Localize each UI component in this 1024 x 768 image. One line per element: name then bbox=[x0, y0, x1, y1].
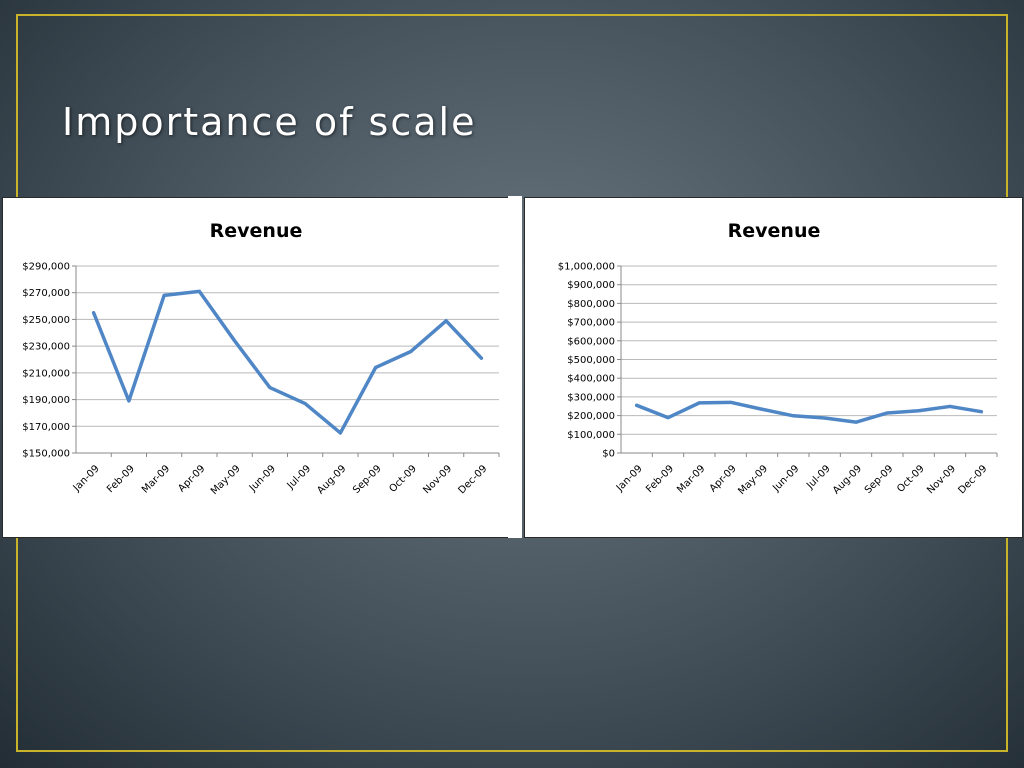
data-point bbox=[760, 407, 764, 411]
y-tick-label: $600,000 bbox=[567, 336, 615, 347]
x-tick-label: May-09 bbox=[736, 463, 770, 497]
chart-title: Revenue bbox=[728, 220, 821, 242]
data-point bbox=[479, 356, 483, 360]
data-point bbox=[948, 404, 952, 408]
x-tick-label: Jan-09 bbox=[71, 463, 102, 494]
x-tick-label: Oct-09 bbox=[895, 463, 927, 495]
data-point bbox=[666, 416, 670, 420]
y-tick-label: $100,000 bbox=[567, 430, 615, 441]
data-point bbox=[338, 431, 342, 435]
data-point bbox=[303, 402, 307, 406]
x-tick-label: Dec-09 bbox=[956, 463, 989, 496]
x-tick-label: Nov-09 bbox=[421, 463, 454, 496]
y-tick-label: $150,000 bbox=[22, 449, 70, 460]
x-tick-label: Aug-09 bbox=[831, 463, 864, 496]
chart-divider bbox=[508, 196, 522, 538]
revenue-chart-narrow-scale: Revenue $150,000 $170,000 $190,000 $210,000 $… bbox=[22, 220, 500, 497]
x-tick-label: Feb-09 bbox=[105, 463, 137, 495]
x-tick-label: Sep-09 bbox=[863, 463, 896, 496]
x-tick-label: Jul-09 bbox=[804, 463, 833, 492]
y-tick-label: $230,000 bbox=[22, 342, 70, 353]
y-tick-label: $0 bbox=[602, 449, 615, 460]
y-tick-label: $1,000,000 bbox=[558, 262, 615, 273]
y-tick-label: $700,000 bbox=[567, 318, 615, 329]
revenue-series-line bbox=[91, 289, 484, 435]
data-point bbox=[268, 386, 272, 390]
data-point bbox=[374, 366, 378, 370]
y-tick-label: $290,000 bbox=[22, 262, 70, 273]
y-tick-label: $250,000 bbox=[22, 315, 70, 326]
revenue-series-line bbox=[634, 400, 984, 424]
data-point bbox=[791, 414, 795, 418]
data-point bbox=[885, 411, 889, 415]
data-point bbox=[127, 399, 131, 403]
data-point bbox=[444, 319, 448, 323]
x-tick-label: Jul-09 bbox=[285, 463, 314, 492]
x-tick-label: Mar-09 bbox=[675, 463, 707, 495]
revenue-chart-full-scale: Revenue $0 $100,000 $200,000 $300,000 $400,00… bbox=[558, 220, 998, 497]
y-tick-label: $210,000 bbox=[22, 368, 70, 379]
y-tick-label: $900,000 bbox=[567, 280, 615, 291]
y-tick-label: $800,000 bbox=[567, 299, 615, 310]
x-tick-label: Apr-09 bbox=[176, 463, 207, 494]
slide-title: Importance of scale bbox=[62, 100, 477, 144]
x-tick-label: Aug-09 bbox=[315, 463, 348, 496]
y-tick-label: $300,000 bbox=[567, 392, 615, 403]
x-tick-label: Dec-09 bbox=[456, 463, 489, 496]
data-point bbox=[635, 403, 639, 407]
data-point bbox=[979, 410, 983, 414]
data-point bbox=[233, 339, 237, 343]
chart-title: Revenue bbox=[210, 220, 303, 242]
y-tick-label: $400,000 bbox=[567, 374, 615, 385]
x-tick-label: Nov-09 bbox=[925, 463, 958, 496]
data-point bbox=[197, 289, 201, 293]
y-tick-label: $190,000 bbox=[22, 395, 70, 406]
x-tick-label: Apr-09 bbox=[708, 463, 739, 494]
chart-right-panel: Revenue $0 $100,000 $200,000 $300,000 $400,00… bbox=[524, 197, 1023, 538]
data-point bbox=[917, 409, 921, 413]
x-tick-label: Jun-09 bbox=[247, 463, 278, 494]
data-point bbox=[92, 311, 96, 315]
y-tick-label: $200,000 bbox=[567, 411, 615, 422]
x-tick-label: Jan-09 bbox=[614, 463, 645, 494]
data-point bbox=[854, 420, 858, 424]
x-tick-label: Jun-09 bbox=[770, 463, 801, 494]
x-tick-label: Oct-09 bbox=[387, 463, 419, 495]
y-tick-label: $170,000 bbox=[22, 422, 70, 433]
y-tick-label: $500,000 bbox=[567, 355, 615, 366]
y-tick-label: $270,000 bbox=[22, 288, 70, 299]
data-point bbox=[162, 293, 166, 297]
x-tick-label: Mar-09 bbox=[140, 463, 172, 495]
data-point bbox=[729, 400, 733, 404]
x-tick-label: Sep-09 bbox=[351, 463, 384, 496]
data-point bbox=[409, 349, 413, 353]
data-point bbox=[823, 416, 827, 420]
data-point bbox=[697, 401, 701, 405]
chart-left-panel: Revenue $150,000 $170,000 $190,000 $210,000 $… bbox=[2, 197, 509, 538]
x-tick-label: Feb-09 bbox=[644, 463, 676, 495]
x-tick-label: May-09 bbox=[209, 463, 243, 497]
